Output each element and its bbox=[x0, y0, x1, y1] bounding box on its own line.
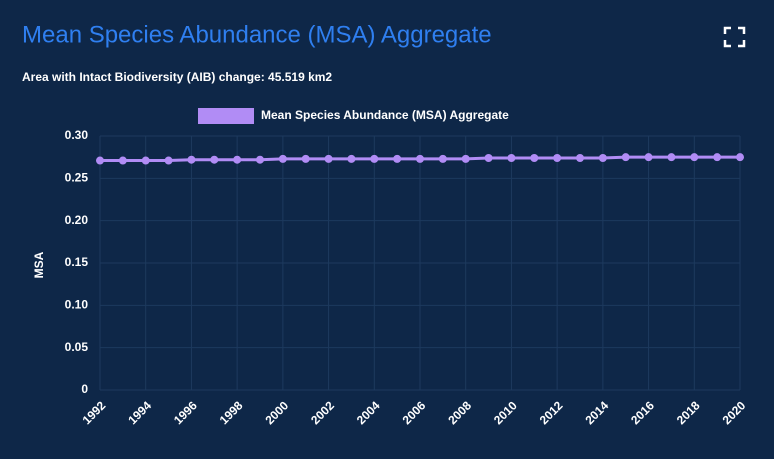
y-tick-label: 0.05 bbox=[65, 340, 89, 354]
data-point bbox=[736, 153, 744, 162]
y-tick-label: 0.30 bbox=[65, 128, 89, 142]
data-point bbox=[187, 155, 196, 164]
y-tick-label: 0.15 bbox=[65, 255, 89, 269]
y-tick-label: 0 bbox=[81, 382, 88, 396]
data-point bbox=[416, 154, 424, 163]
y-tick-label: 0.25 bbox=[65, 171, 89, 185]
data-point bbox=[324, 154, 333, 163]
data-point bbox=[461, 154, 470, 163]
fullscreen-button[interactable] bbox=[723, 26, 746, 48]
data-point bbox=[164, 156, 173, 165]
data-point bbox=[301, 154, 310, 163]
data-point bbox=[713, 153, 722, 162]
data-point bbox=[96, 156, 104, 165]
fullscreen-icon[interactable] bbox=[723, 26, 746, 48]
data-point bbox=[690, 153, 699, 162]
data-point bbox=[484, 154, 493, 163]
y-axis-label: MSA bbox=[32, 251, 46, 278]
data-point bbox=[667, 153, 676, 162]
data-point bbox=[141, 156, 150, 165]
data-point bbox=[438, 154, 447, 163]
data-point bbox=[598, 154, 607, 163]
data-point bbox=[553, 154, 562, 163]
chart-title: Mean Species Abundance (MSA) Aggregate bbox=[22, 21, 492, 48]
data-point bbox=[393, 154, 402, 163]
data-point bbox=[370, 154, 379, 163]
data-point bbox=[347, 154, 356, 163]
data-point bbox=[278, 154, 287, 163]
data-point bbox=[118, 156, 127, 165]
legend-swatch bbox=[198, 108, 254, 124]
chart-subtitle: Area with Intact Biodiversity (AIB) chan… bbox=[22, 70, 332, 84]
data-point bbox=[507, 154, 516, 163]
data-point bbox=[530, 154, 539, 163]
data-point bbox=[233, 155, 242, 164]
data-point bbox=[576, 154, 584, 163]
data-point bbox=[210, 155, 219, 164]
data-point bbox=[644, 153, 653, 162]
data-point bbox=[621, 153, 630, 162]
data-point bbox=[256, 155, 264, 164]
y-tick-label: 0.10 bbox=[65, 298, 89, 312]
y-tick-label: 0.20 bbox=[65, 213, 89, 227]
legend-label: Mean Species Abundance (MSA) Aggregate bbox=[261, 108, 509, 122]
